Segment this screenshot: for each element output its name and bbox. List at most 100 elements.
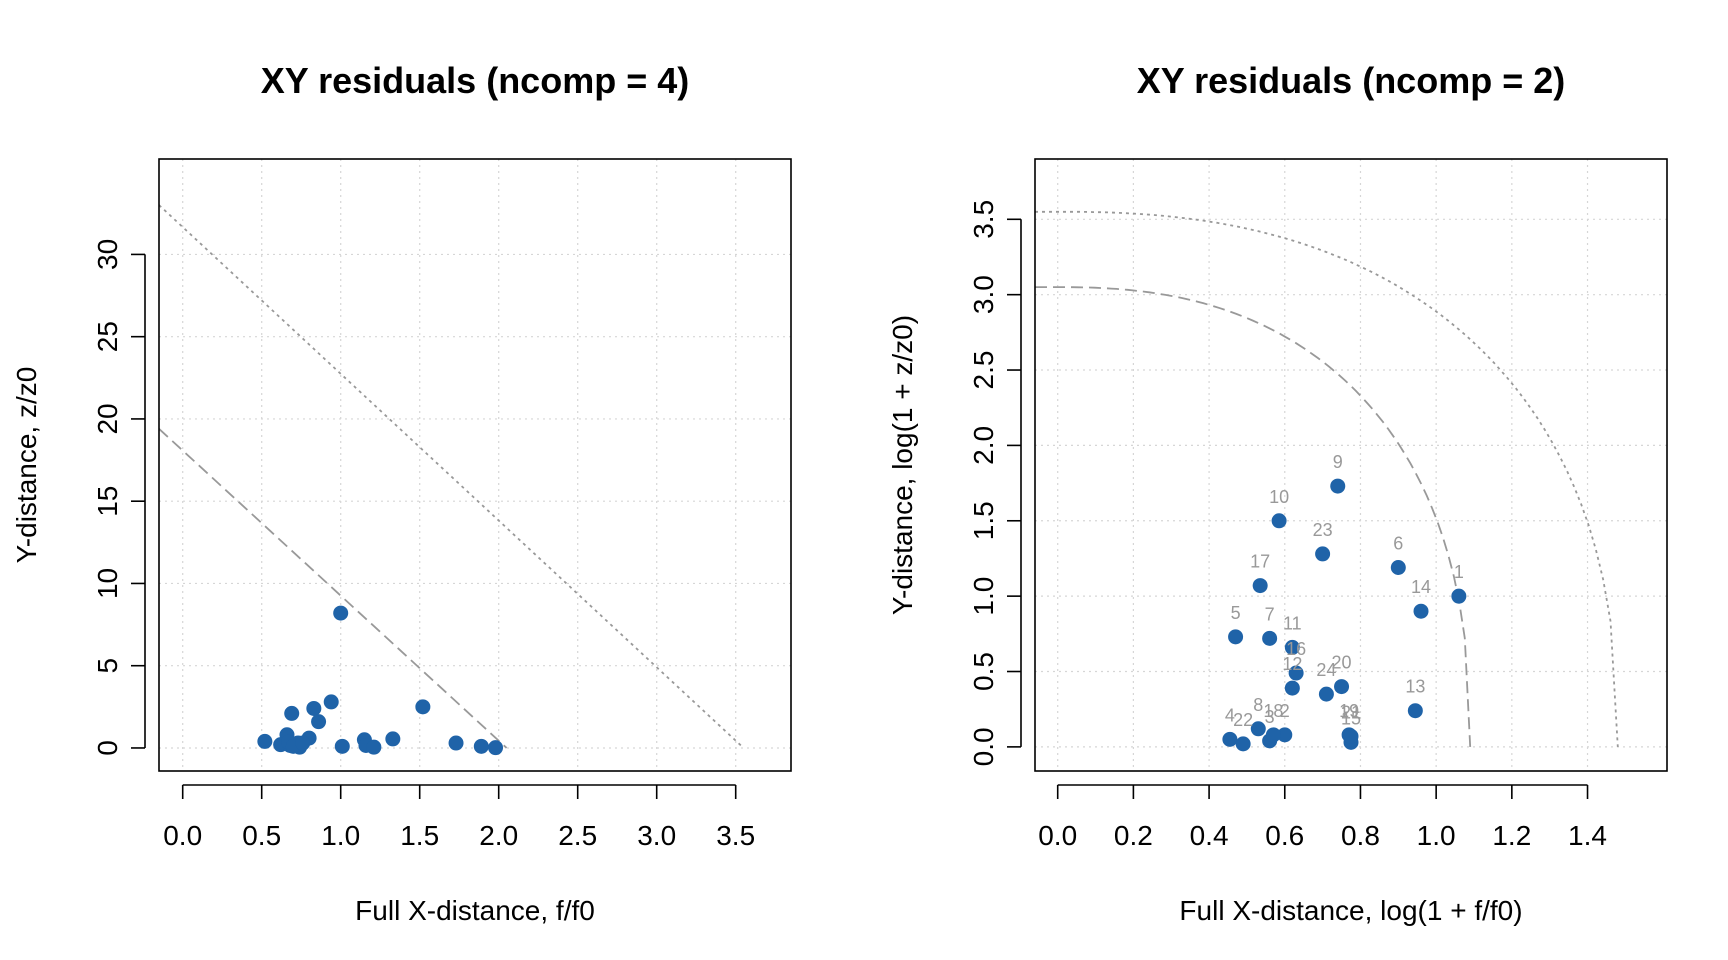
- right-chart-point-label: 15: [1341, 708, 1361, 728]
- left-chart-y-axis: 0 5 10 15 20 25 30: [92, 239, 146, 756]
- left-chart-data-point: [284, 705, 300, 721]
- left-chart-x-tick-label: 2.5: [558, 820, 597, 851]
- right-chart-point-label: 18: [1263, 701, 1283, 721]
- right-chart-point-label: 21: [1341, 702, 1361, 722]
- right-chart-data-point: [1228, 629, 1244, 645]
- right-chart-data-point: [1250, 721, 1266, 737]
- left-chart-x-tick-label: 3.0: [637, 820, 676, 851]
- right-chart-y-tick-label: 2.0: [968, 426, 999, 465]
- left-chart-plot-frame: [158, 158, 792, 772]
- left-chart-y-axis-label: Y-distance, z/z0: [11, 367, 42, 564]
- left-chart-y-tick-label: 30: [92, 239, 123, 270]
- right-chart-point-label: 10: [1269, 487, 1289, 507]
- left-chart-y-tick-label: 10: [92, 568, 123, 599]
- right-chart-data-point: [1343, 728, 1359, 744]
- right-chart-data-point: [1277, 727, 1293, 743]
- right-chart-data-point: [1271, 513, 1287, 529]
- left-chart-limit-line-dotted: [158, 204, 745, 749]
- right-chart-point-label: 16: [1286, 639, 1306, 659]
- right-chart-y-tick-label: 1.0: [968, 577, 999, 616]
- right-chart-plot-frame: [1034, 158, 1668, 772]
- right-chart-x-tick-label: 1.4: [1568, 820, 1607, 851]
- right-chart-x-tick-label: 1.2: [1492, 820, 1531, 851]
- right-chart-x-tick-label: 0.0: [1038, 820, 1077, 851]
- right-chart-data-point: [1288, 665, 1304, 681]
- left-chart-limit-lines: [158, 204, 745, 749]
- left-chart-data-point: [385, 731, 401, 747]
- right-chart-data-point: [1407, 703, 1423, 719]
- left-chart-limit-line-dashed: [158, 428, 508, 749]
- right-chart-y-axis-label: Y-distance, log(1 + z/z0): [887, 315, 918, 615]
- right-chart-y-tick-label: 3.0: [968, 275, 999, 314]
- right-chart-data-point: [1262, 630, 1278, 646]
- right-chart-y-tick-label: 0.0: [968, 727, 999, 766]
- left-chart-data-point: [306, 700, 322, 716]
- right-chart-x-tick-label: 0.2: [1114, 820, 1153, 851]
- left-chart-data-point: [333, 605, 349, 621]
- right-chart-point-label: 24: [1316, 660, 1336, 680]
- right-chart-point-label: 5: [1231, 603, 1241, 623]
- right-chart-point-label: 7: [1265, 604, 1275, 624]
- left-chart-x-tick-label: 1.0: [321, 820, 360, 851]
- right-chart-point-label: 4: [1225, 705, 1235, 725]
- right-chart-data-point: [1235, 736, 1251, 752]
- left-chart-y-tick-label: 25: [92, 321, 123, 352]
- right-chart-limit-curve-dashed: [1035, 286, 1472, 747]
- left-chart-data-point: [448, 735, 464, 751]
- right-chart-y-axis: 0.0 0.5 1.0 1.5 2.0 2.5 3.0 3.5: [968, 200, 1022, 766]
- left-chart-panel: XY residuals (ncomp = 4) 0.0 0.5 1.0 1.5 2.0…: [11, 60, 792, 926]
- right-chart-x-axis: 0.0 0.2 0.4 0.6 0.8 1.0 1.2 1.4: [1038, 784, 1607, 851]
- right-chart-data-point: [1284, 639, 1300, 655]
- right-chart-x-tick-label: 0.8: [1341, 820, 1380, 851]
- left-chart-x-tick-label: 1.5: [400, 820, 439, 851]
- left-chart-data-point: [473, 738, 489, 754]
- left-chart-data-point: [295, 735, 311, 751]
- left-chart-y-tick-label: 5: [92, 658, 123, 674]
- right-chart-point-label: 23: [1313, 520, 1333, 540]
- left-chart-data-point: [415, 699, 431, 715]
- right-chart-point-label: 17: [1250, 552, 1270, 572]
- left-chart-data-point: [488, 740, 504, 756]
- left-chart-x-tick-label: 2.0: [479, 820, 518, 851]
- right-chart-data-point: [1451, 588, 1467, 604]
- right-chart-y-tick-label: 2.5: [968, 351, 999, 390]
- left-chart-y-tick-label: 0: [92, 740, 123, 756]
- left-chart-data-point: [257, 733, 273, 749]
- left-chart-x-tick-label: 0.5: [242, 820, 281, 851]
- right-chart-y-tick-label: 0.5: [968, 652, 999, 691]
- right-chart-point-label: 3: [1265, 707, 1275, 727]
- right-chart-x-tick-label: 0.6: [1265, 820, 1304, 851]
- right-chart-point-label: 14: [1411, 577, 1431, 597]
- left-chart-x-tick-label: 0.0: [163, 820, 202, 851]
- right-chart-point-label: 6: [1393, 534, 1403, 554]
- right-chart-data-point: [1334, 679, 1350, 695]
- left-chart-points: [257, 605, 504, 756]
- right-chart-data-point: [1252, 578, 1268, 594]
- right-chart-point-label: 1: [1454, 562, 1464, 582]
- left-chart-x-tick-label: 3.5: [716, 820, 755, 851]
- right-chart-x-tick-label: 0.4: [1190, 820, 1229, 851]
- right-chart-x-tick-label: 1.0: [1417, 820, 1456, 851]
- right-chart-grid: [1035, 159, 1667, 771]
- right-chart-point-label: 13: [1405, 677, 1425, 697]
- right-chart-data-point: [1315, 546, 1331, 562]
- right-chart-x-axis-label: Full X-distance, log(1 + f/f0): [1179, 895, 1522, 926]
- right-chart-point-label: 2: [1280, 701, 1290, 721]
- right-chart-point-label: 19: [1339, 701, 1359, 721]
- right-chart-data-point: [1390, 560, 1406, 576]
- right-chart-panel: XY residuals (ncomp = 2) 123456789101112…: [887, 60, 1668, 926]
- left-chart-data-point: [366, 739, 382, 755]
- left-chart-y-tick-label: 15: [92, 486, 123, 517]
- right-chart-data-point: [1284, 680, 1300, 696]
- right-chart-point-label: 20: [1332, 653, 1352, 673]
- left-chart-data-point: [311, 714, 327, 730]
- left-chart-data-point: [323, 694, 339, 710]
- right-chart-y-tick-label: 3.5: [968, 200, 999, 239]
- right-chart-y-tick-label: 1.5: [968, 501, 999, 540]
- left-chart-title: XY residuals (ncomp = 4): [261, 60, 689, 101]
- right-chart-data-point: [1413, 603, 1429, 619]
- right-chart-data-point: [1265, 727, 1281, 743]
- right-chart-limit-curve-dotted: [1035, 210, 1619, 747]
